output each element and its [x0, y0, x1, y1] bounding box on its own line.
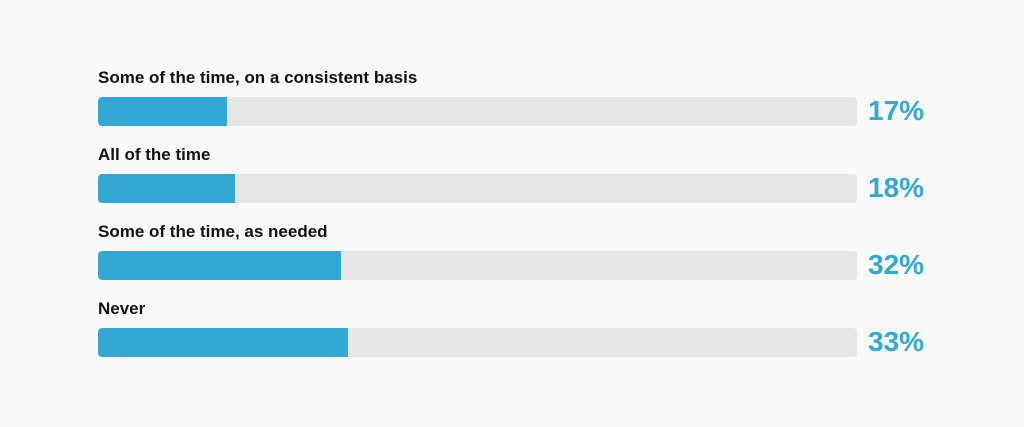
value-label: 33% [868, 326, 925, 357]
bar-fill [98, 174, 235, 203]
bar-fill [98, 97, 228, 126]
value-label: 32% [868, 249, 925, 280]
bar-track [98, 174, 857, 203]
category-label: Never [98, 299, 146, 318]
value-label: 18% [868, 172, 925, 203]
category-label: All of the time [98, 145, 211, 164]
bar-track [98, 251, 857, 280]
category-label: Some of the time, as needed [98, 222, 328, 241]
category-label: Some of the time, on a consistent basis [98, 68, 418, 87]
bar-track [98, 328, 857, 357]
value-label: 17% [868, 95, 925, 126]
bar-track [98, 97, 857, 126]
bar-fill [98, 251, 341, 280]
bar-fill [98, 328, 349, 357]
